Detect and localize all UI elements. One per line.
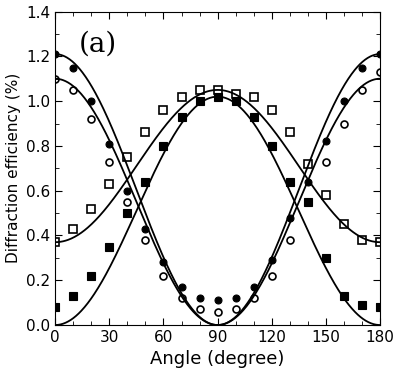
- X-axis label: Angle (degree): Angle (degree): [150, 350, 285, 368]
- Text: (a): (a): [78, 30, 116, 57]
- Y-axis label: Diffraction efficiency (%): Diffraction efficiency (%): [6, 73, 20, 263]
